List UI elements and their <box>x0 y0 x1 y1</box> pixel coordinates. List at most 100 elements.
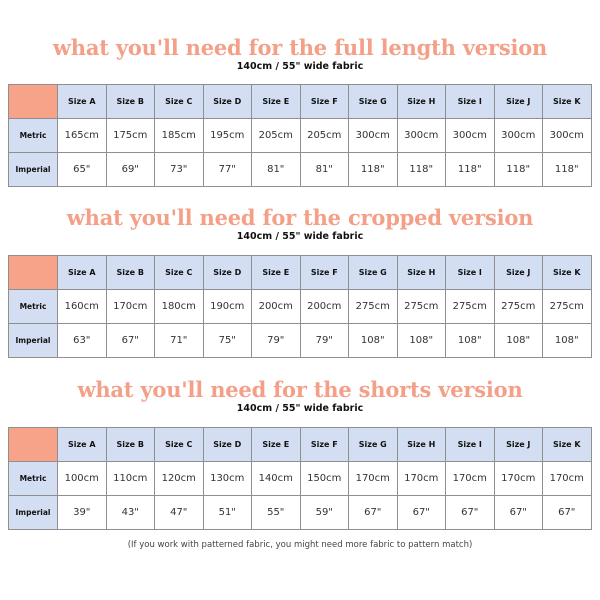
metric-cell: 275cm <box>348 289 398 324</box>
imperial-cell: 81" <box>251 152 301 187</box>
imperial-cell: 59" <box>299 495 349 530</box>
imperial-cell: 79" <box>251 323 301 358</box>
imperial-cell: 118" <box>348 152 398 187</box>
metric-cell: 110cm <box>105 461 155 496</box>
imperial-cell: 118" <box>445 152 495 187</box>
size-header: Size E <box>251 255 301 290</box>
section-subtitle: 140cm / 55" wide fabric <box>236 403 364 414</box>
imperial-row: Imperial 63" 67" 71" 75" 79" 79" 108" 108" 108" 10… <box>8 323 592 358</box>
size-header: Size D <box>202 255 252 290</box>
metric-cell: 190cm <box>202 289 252 324</box>
corner-swatch <box>8 427 58 462</box>
metric-cell: 200cm <box>251 289 301 324</box>
size-header: Size B <box>105 255 155 290</box>
size-header: Size J <box>493 427 543 462</box>
row-label-imperial: Imperial <box>8 323 58 358</box>
imperial-cell: 75" <box>202 323 252 358</box>
metric-cell: 185cm <box>154 118 204 153</box>
size-header: Size B <box>105 427 155 462</box>
metric-cell: 205cm <box>251 118 301 153</box>
imperial-cell: 118" <box>542 152 592 187</box>
size-header: Size J <box>493 84 543 119</box>
section-title: what you'll need for the cropped version <box>66 205 534 230</box>
size-header: Size K <box>542 427 592 462</box>
section-full-length: what you'll need for the full length ver… <box>0 36 600 73</box>
metric-cell: 140cm <box>251 461 301 496</box>
imperial-cell: 63" <box>57 323 107 358</box>
imperial-cell: 51" <box>202 495 252 530</box>
metric-cell: 170cm <box>445 461 495 496</box>
size-header: Size F <box>299 427 349 462</box>
section-title: what you'll need for the full length ver… <box>52 35 548 60</box>
section-subtitle: 140cm / 55" wide fabric <box>236 61 364 72</box>
size-header: Size F <box>299 255 349 290</box>
fabric-table-shorts: Size A Size B Size C Size D Size E Size F Size… <box>8 427 592 530</box>
imperial-cell: 67" <box>542 495 592 530</box>
metric-cell: 275cm <box>493 289 543 324</box>
metric-row: Metric 160cm 170cm 180cm 190cm 200cm 200cm 275c… <box>8 289 592 324</box>
size-header: Size C <box>154 84 204 119</box>
metric-cell: 170cm <box>542 461 592 496</box>
metric-cell: 160cm <box>57 289 107 324</box>
metric-cell: 120cm <box>154 461 204 496</box>
metric-cell: 165cm <box>57 118 107 153</box>
metric-cell: 175cm <box>105 118 155 153</box>
imperial-row: Imperial 65" 69" 73" 77" 81" 81" 118" 118" 118" 11… <box>8 152 592 187</box>
corner-swatch <box>8 84 58 119</box>
metric-cell: 275cm <box>445 289 495 324</box>
metric-row: Metric 100cm 110cm 120cm 130cm 140cm 150cm 170c… <box>8 461 592 496</box>
size-header: Size E <box>251 427 301 462</box>
imperial-cell: 73" <box>154 152 204 187</box>
pattern-match-note: (If you work with patterned fabric, you … <box>127 540 473 550</box>
size-header: Size H <box>396 84 446 119</box>
imperial-cell: 77" <box>202 152 252 187</box>
section-shorts: what you'll need for the shorts version … <box>0 378 600 415</box>
metric-cell: 300cm <box>542 118 592 153</box>
size-header: Size I <box>445 255 495 290</box>
imperial-cell: 65" <box>57 152 107 187</box>
fabric-table-cropped: Size A Size B Size C Size D Size E Size F Size… <box>8 255 592 358</box>
row-label-imperial: Imperial <box>8 495 58 530</box>
imperial-cell: 79" <box>299 323 349 358</box>
size-header: Size A <box>57 427 107 462</box>
metric-cell: 300cm <box>493 118 543 153</box>
size-header-row: Size A Size B Size C Size D Size E Size F Size… <box>8 427 592 462</box>
size-header: Size B <box>105 84 155 119</box>
size-header: Size I <box>445 427 495 462</box>
row-label-metric: Metric <box>8 118 58 153</box>
imperial-cell: 118" <box>493 152 543 187</box>
metric-cell: 170cm <box>396 461 446 496</box>
metric-cell: 300cm <box>348 118 398 153</box>
size-header: Size G <box>348 255 398 290</box>
size-header: Size C <box>154 427 204 462</box>
metric-cell: 275cm <box>396 289 446 324</box>
metric-cell: 200cm <box>299 289 349 324</box>
metric-cell: 300cm <box>396 118 446 153</box>
metric-cell: 130cm <box>202 461 252 496</box>
imperial-cell: 67" <box>445 495 495 530</box>
size-header: Size D <box>202 427 252 462</box>
size-header: Size D <box>202 84 252 119</box>
imperial-cell: 118" <box>396 152 446 187</box>
imperial-cell: 108" <box>348 323 398 358</box>
metric-cell: 195cm <box>202 118 252 153</box>
size-header-row: Size A Size B Size C Size D Size E Size F Size… <box>8 255 592 290</box>
metric-cell: 180cm <box>154 289 204 324</box>
metric-cell: 170cm <box>348 461 398 496</box>
imperial-cell: 47" <box>154 495 204 530</box>
imperial-cell: 67" <box>493 495 543 530</box>
section-title: what you'll need for the shorts version <box>77 377 523 402</box>
size-header: Size G <box>348 427 398 462</box>
fabric-table-full-length: Size A Size B Size C Size D Size E Size F Size… <box>8 84 592 187</box>
metric-cell: 275cm <box>542 289 592 324</box>
row-label-metric: Metric <box>8 461 58 496</box>
imperial-cell: 69" <box>105 152 155 187</box>
metric-cell: 170cm <box>493 461 543 496</box>
size-header: Size G <box>348 84 398 119</box>
metric-cell: 205cm <box>299 118 349 153</box>
size-header: Size J <box>493 255 543 290</box>
imperial-cell: 108" <box>445 323 495 358</box>
imperial-cell: 108" <box>396 323 446 358</box>
imperial-cell: 43" <box>105 495 155 530</box>
metric-cell: 170cm <box>105 289 155 324</box>
